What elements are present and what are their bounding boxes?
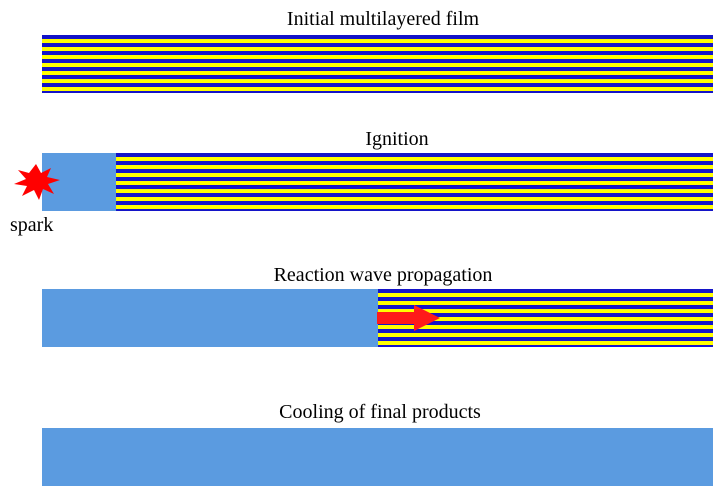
stage-title-ignition: Ignition bbox=[365, 128, 429, 150]
stage-title-propagation: Reaction wave propagation bbox=[273, 264, 493, 286]
multilayer-stack bbox=[42, 35, 713, 93]
reacted-product-region bbox=[42, 428, 713, 486]
spark-label: spark bbox=[10, 214, 54, 236]
reacted-product-region bbox=[42, 153, 116, 211]
film-propagation bbox=[42, 289, 713, 347]
stage-title-cooling: Cooling of final products bbox=[279, 401, 481, 423]
film-initial bbox=[42, 35, 713, 93]
multilayer-stack bbox=[115, 153, 713, 211]
film-ignition bbox=[42, 153, 713, 211]
stage-title-initial-film: Initial multilayered film bbox=[286, 8, 480, 30]
film-cooling bbox=[42, 428, 713, 486]
reacted-product-region bbox=[42, 289, 378, 347]
